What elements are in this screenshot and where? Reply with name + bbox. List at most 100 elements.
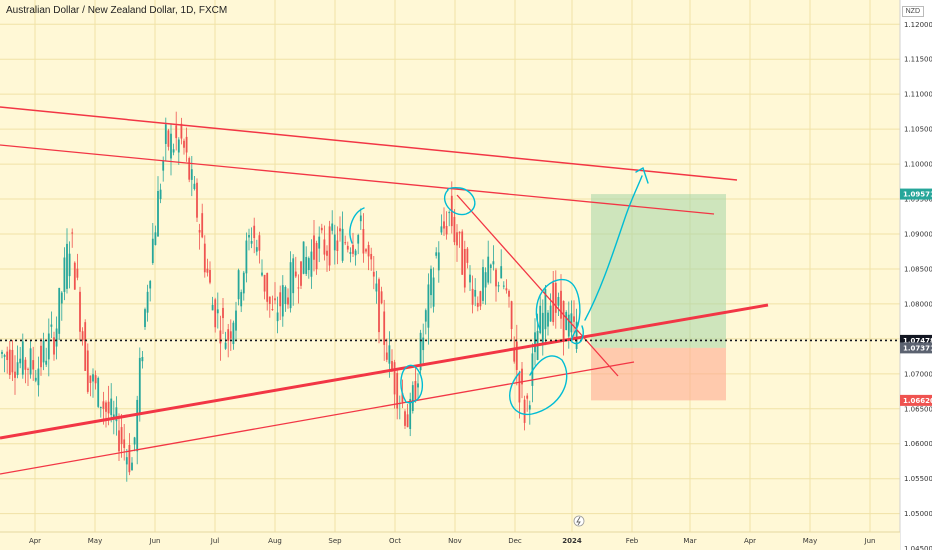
candle-body: [73, 262, 76, 290]
candle-body: [105, 402, 107, 412]
candle-body: [63, 257, 66, 292]
candle-body: [55, 328, 58, 347]
candle-body: [151, 238, 154, 264]
candle-body: [102, 401, 105, 409]
candle-body: [518, 372, 521, 403]
candle-body: [313, 235, 315, 260]
candle-body: [146, 291, 149, 313]
trendline-support-main: [0, 303, 769, 440]
trendline-upper-channel: [0, 106, 738, 181]
candle-body: [315, 242, 318, 270]
candle-body: [307, 258, 310, 271]
candle-body: [424, 310, 427, 322]
candle-body: [474, 289, 477, 297]
candle-body: [323, 239, 326, 255]
candle-body: [482, 267, 484, 301]
candle-body: [435, 252, 438, 256]
candle-body: [549, 305, 552, 322]
x-tick-label: Apr: [744, 537, 756, 545]
candle-body: [404, 411, 406, 426]
hand-drawn-annotation: [509, 355, 568, 416]
x-tick-label: May: [88, 537, 102, 545]
candle-body: [562, 300, 565, 340]
candle-body: [396, 373, 399, 409]
price-tag-label: 1.09571: [903, 191, 932, 199]
trendline-mid-channel: [0, 144, 715, 215]
candle-body: [456, 232, 458, 246]
candle-body: [284, 286, 287, 305]
candle-body: [305, 256, 308, 274]
candle-body: [370, 253, 373, 260]
candle-body: [188, 158, 191, 180]
candle-body: [172, 149, 175, 153]
candle-body: [219, 330, 222, 344]
candle-body: [359, 215, 362, 222]
candle-body: [541, 312, 544, 345]
candle-body: [1, 351, 3, 354]
candle-body: [76, 268, 79, 278]
y-tick-label: 1.04500: [904, 545, 932, 550]
candle-body: [162, 160, 165, 171]
candle-body: [492, 261, 495, 265]
candle-body: [266, 273, 269, 302]
candle-body: [419, 332, 422, 371]
candle-body: [344, 242, 347, 244]
candle-body: [58, 287, 61, 334]
candle-body: [341, 228, 344, 261]
candle-body: [138, 357, 141, 415]
candle-body: [214, 299, 217, 328]
y-tick-label: 1.09000: [904, 230, 932, 238]
candle-body: [222, 307, 224, 319]
candle-body: [16, 362, 19, 375]
hand-drawn-annotation: [443, 187, 476, 216]
candle-body: [383, 311, 386, 345]
candle-body: [29, 348, 32, 375]
candle-body: [567, 314, 570, 337]
candle-body: [263, 274, 266, 292]
candle-body: [372, 271, 375, 277]
x-tick-label: Apr: [29, 537, 41, 545]
candle-body: [380, 291, 383, 304]
y-tick-label: 1.08000: [904, 300, 932, 308]
x-tick-label: 2024: [562, 537, 582, 545]
candle-body: [411, 385, 414, 411]
candle-body: [149, 281, 152, 289]
candle-body: [50, 324, 53, 327]
candle-body: [557, 297, 560, 306]
y-tick-label: 1.12000: [904, 21, 932, 29]
candle-body: [94, 375, 97, 384]
candle-body: [180, 123, 183, 139]
candle-body: [508, 290, 510, 297]
candle-body: [193, 183, 196, 190]
currency-label[interactable]: NZD: [901, 6, 924, 17]
candle-body: [554, 282, 557, 313]
candle-body: [534, 332, 536, 353]
candle-body: [463, 248, 466, 288]
candle-body: [79, 291, 81, 332]
candle-body: [367, 245, 370, 257]
candle-body: [497, 285, 500, 287]
price-tag-box: [900, 342, 932, 354]
candle-body: [487, 256, 490, 283]
candle-body: [445, 225, 448, 235]
hand-drawn-annotation: [535, 278, 584, 345]
candle-body: [45, 360, 48, 365]
candle-body: [479, 291, 482, 307]
candle-body: [144, 309, 146, 327]
event-icon[interactable]: [573, 515, 585, 527]
candle-body: [401, 392, 404, 402]
candle-body: [240, 292, 243, 307]
candle-body: [495, 269, 497, 287]
candle-body: [331, 223, 334, 231]
candle-body: [183, 140, 185, 148]
candle-body: [198, 229, 201, 233]
candle-body: [112, 414, 115, 419]
candle-body: [448, 212, 451, 214]
candle-body: [242, 272, 245, 294]
candle-body: [300, 261, 302, 286]
candle-body: [250, 241, 253, 244]
candle-body: [328, 226, 331, 266]
candle-body: [510, 301, 513, 330]
